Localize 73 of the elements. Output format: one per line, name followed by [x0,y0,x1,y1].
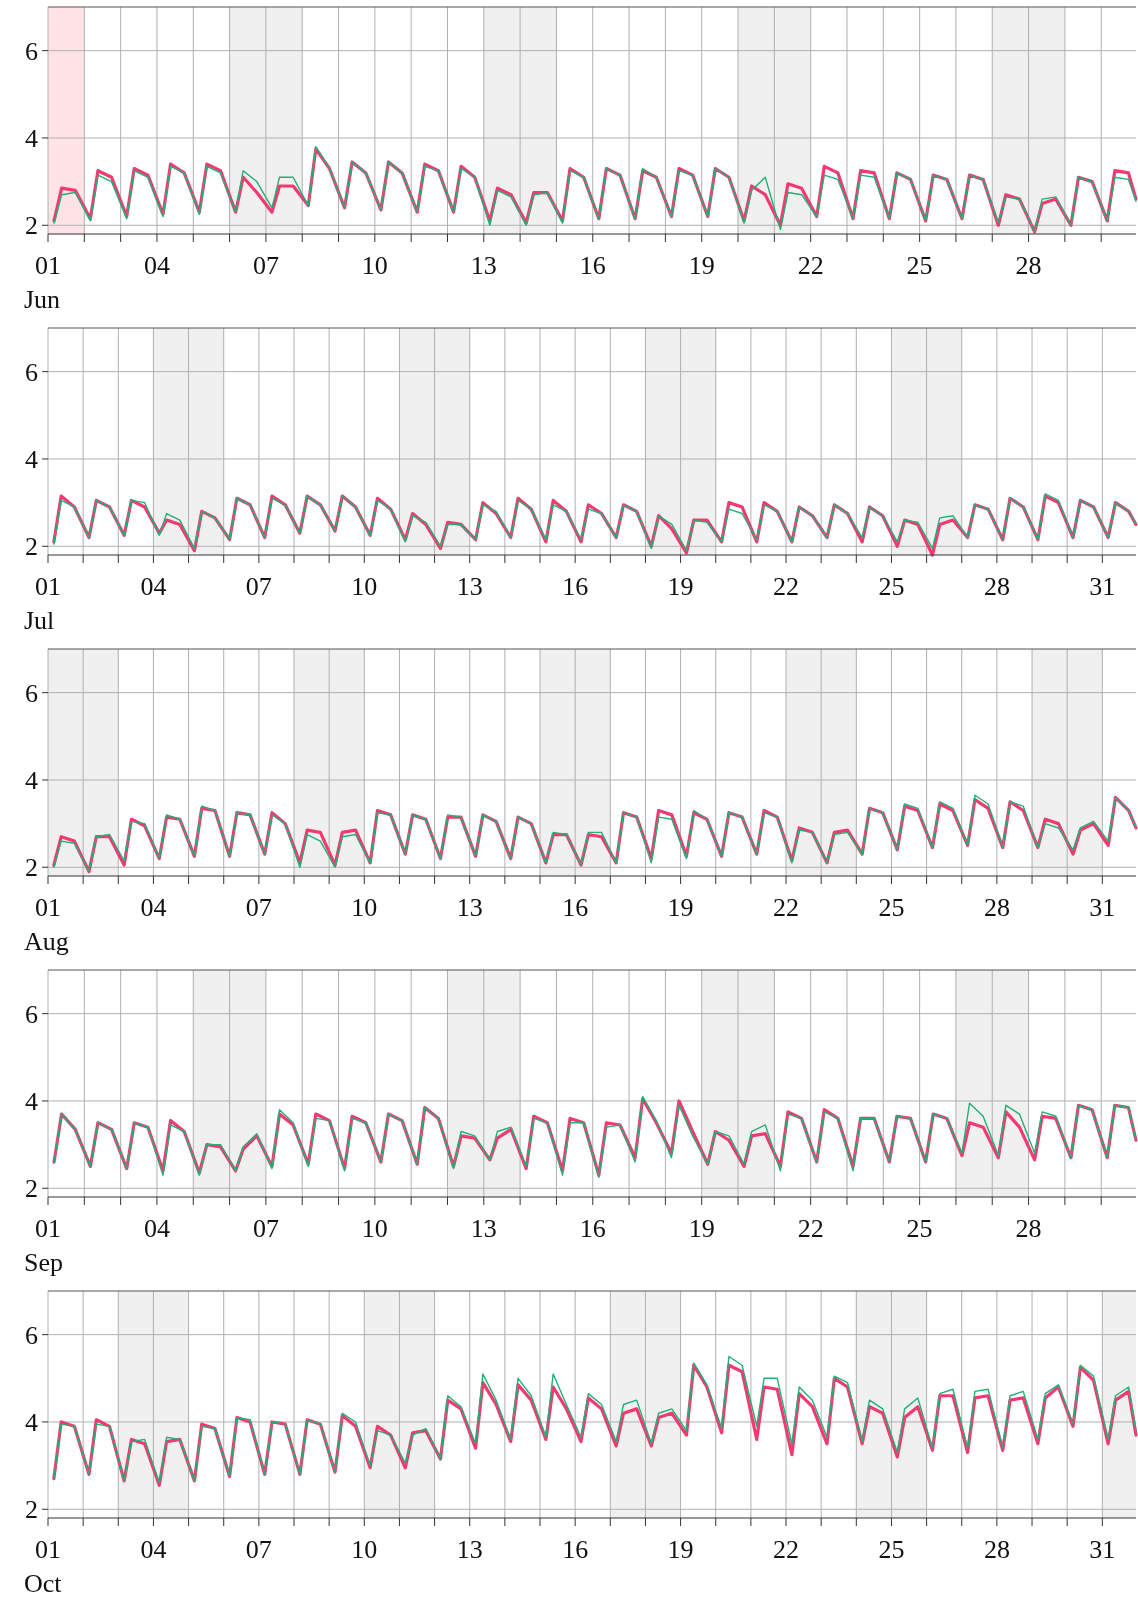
x-tick-label: 13 [456,572,483,601]
x-tick-label: 31 [1089,1535,1116,1564]
x-axis-title: Sep [24,1248,63,1277]
x-tick-label: 19 [688,1214,715,1243]
x-tick-label: 01 [35,251,61,280]
x-tick-label: 10 [351,1535,378,1564]
x-tick-label: 16 [562,893,589,922]
x-tick-label: 13 [456,1535,483,1564]
x-tick-label: 16 [579,1214,606,1243]
y-tick-label: 2 [25,853,38,883]
x-tick-label: 31 [1089,893,1116,922]
x-tick-label: 01 [35,893,61,922]
y-tick-label: 4 [25,124,38,154]
x-tick-label: 25 [906,251,933,280]
y-tick-label: 4 [25,766,38,796]
x-tick-label: 04 [140,572,167,601]
x-tick-label: 22 [797,251,824,280]
x-tick-label: 01 [35,572,61,601]
x-axis-title: Aug [24,927,69,956]
x-tick-label: 10 [351,893,378,922]
y-tick-label: 4 [25,1408,38,1438]
x-tick-label: 10 [351,572,378,601]
x-tick-label: 22 [773,893,800,922]
y-tick-label: 4 [25,445,38,475]
x-tick-label: 01 [35,1535,61,1564]
x-tick-label: 22 [773,1535,800,1564]
y-tick-label: 6 [25,678,38,708]
x-tick-label: 04 [140,1535,167,1564]
x-tick-label: 28 [1015,1214,1042,1243]
x-tick-label: 16 [562,1535,589,1564]
x-tick-label: 19 [667,893,694,922]
x-tick-label: 07 [252,251,279,280]
x-tick-label: 13 [470,251,497,280]
x-tick-label: 28 [1015,251,1042,280]
x-tick-label: 19 [688,251,715,280]
y-tick-label: 6 [25,999,38,1029]
x-tick-label: 07 [252,1214,279,1243]
y-tick-label: 6 [25,357,38,387]
y-tick-label: 2 [25,1495,38,1525]
x-tick-label: 28 [983,1535,1010,1564]
x-tick-label: 19 [667,572,694,601]
x-tick-label: 04 [143,251,170,280]
x-tick-label: 07 [245,572,272,601]
x-tick-label: 13 [470,1214,497,1243]
x-tick-label: 07 [245,893,272,922]
x-tick-label: 25 [878,1535,905,1564]
x-tick-label: 10 [361,251,388,280]
x-tick-label: 16 [579,251,606,280]
x-tick-label: 13 [456,893,483,922]
y-tick-label: 6 [25,36,38,66]
x-tick-label: 01 [35,1214,61,1243]
x-tick-label: 19 [667,1535,694,1564]
x-axis-title: Oct [24,1569,63,1598]
y-tick-label: 2 [25,1174,38,1204]
x-tick-label: 25 [906,1214,933,1243]
x-tick-label: 10 [361,1214,388,1243]
x-tick-label: 31 [1089,572,1116,601]
x-tick-label: 16 [562,572,589,601]
x-tick-label: 04 [143,1214,170,1243]
x-tick-label: 22 [797,1214,824,1243]
x-tick-label: 25 [878,572,905,601]
x-tick-label: 22 [773,572,800,601]
x-tick-label: 25 [878,893,905,922]
x-tick-label: 07 [245,1535,272,1564]
y-tick-label: 2 [25,532,38,562]
x-axis-title: Jul [24,606,55,635]
x-axis-title: Jun [24,285,61,314]
y-tick-label: 4 [25,1087,38,1117]
x-tick-label: 04 [140,893,167,922]
x-tick-label: 28 [983,893,1010,922]
y-tick-label: 2 [25,211,38,241]
x-tick-label: 28 [983,572,1010,601]
y-tick-label: 6 [25,1320,38,1350]
